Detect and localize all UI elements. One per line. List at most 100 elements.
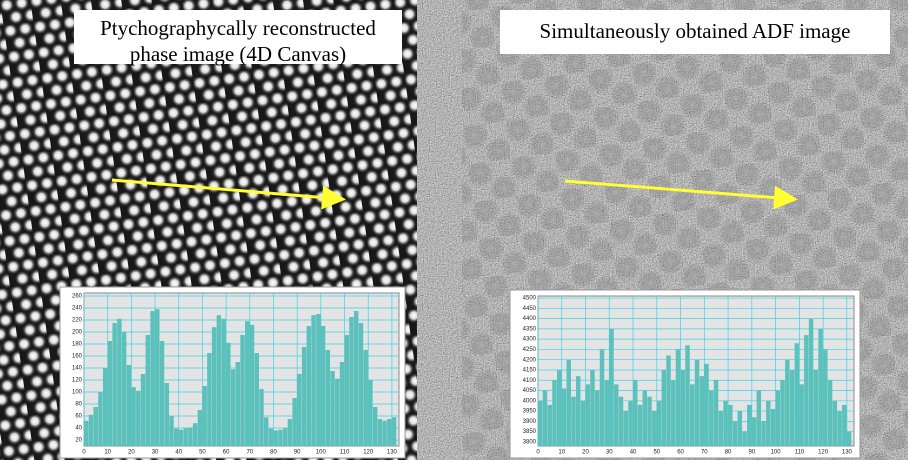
bar [728,404,733,446]
bar [235,362,241,446]
bar [363,350,368,446]
bar [98,392,103,446]
bar [718,411,724,446]
bar [818,328,823,446]
bar [273,430,278,446]
x-tick-label: 80 [270,450,277,456]
bar [775,390,781,446]
bar [799,384,804,446]
bar [306,326,312,446]
x-tick-label: 110 [340,450,350,456]
bar [542,390,548,446]
bar [140,374,146,446]
bar [354,311,359,446]
x-tick-label: 60 [223,450,230,456]
bar [93,407,98,446]
bar [609,328,614,446]
bar [637,404,643,446]
y-tick-label: 20 [75,438,82,444]
bar [301,347,307,446]
bar [723,400,728,446]
bar [240,335,245,446]
bar [159,341,165,446]
bar [566,359,571,446]
y-tick-label: 4250 [523,347,537,353]
bar [126,365,132,446]
x-tick-label: 110 [795,450,805,456]
bar [197,410,203,446]
bar [368,380,373,446]
title-box [74,10,402,64]
bar [804,335,809,446]
x-tick-label: 0 [536,450,540,456]
chart-title: Ptychographycally reconstructed [100,16,376,40]
bar [704,363,709,446]
x-tick-label: 50 [199,450,206,456]
bar [121,332,127,446]
bar [808,318,814,446]
bar [155,309,160,446]
bar [713,380,719,446]
bar [145,335,151,446]
bar [102,368,108,446]
x-tick-label: 120 [363,450,374,456]
bar [330,371,335,446]
x-tick-label: 0 [82,450,86,456]
bar [311,315,316,446]
y-tick-label: 240 [72,306,83,312]
x-tick-label: 70 [246,450,253,456]
y-tick-label: 140 [72,366,83,372]
bar [297,374,302,446]
y-tick-label: 260 [72,294,83,300]
bar [259,389,264,446]
bar [230,369,236,446]
chart-title: Simultaneously obtained ADF image [540,19,851,43]
x-tick-label: 90 [294,450,301,456]
bar [785,359,790,446]
x-tick-label: 70 [701,450,708,456]
y-tick-label: 4450 [523,306,537,312]
x-tick-label: 20 [582,450,589,456]
bar [169,416,174,446]
bar [580,400,586,446]
bar [604,380,609,446]
bar [652,411,657,446]
bar [742,431,747,446]
bar [216,315,222,446]
y-tick-label: 60 [75,414,82,420]
bar [278,429,283,446]
bar [136,390,141,446]
x-tick-label: 30 [606,450,613,456]
bar [84,420,89,446]
x-tick-label: 10 [558,450,565,456]
bar [254,353,259,446]
y-tick-label: 100 [72,390,83,396]
bar [842,404,847,446]
bar [666,355,671,446]
y-tick-label: 3900 [523,419,537,425]
bar [207,353,212,446]
x-tick-label: 10 [104,450,111,456]
bar [823,349,828,446]
bar [211,327,217,446]
bar [316,314,321,446]
bar [618,396,624,446]
bar [382,420,387,446]
bar [794,343,800,446]
bar [245,321,250,446]
bar [675,349,681,446]
bar [178,429,184,446]
bar [628,400,633,446]
bar [837,411,842,446]
bar [832,400,838,446]
bar [188,427,193,446]
x-tick-label: 30 [152,450,159,456]
x-tick-label: 40 [630,450,637,456]
bar [846,431,852,446]
bar [249,324,255,446]
bar [647,396,652,446]
bar [117,318,122,446]
bar [789,369,795,446]
bar [747,404,752,446]
bar [614,384,619,446]
